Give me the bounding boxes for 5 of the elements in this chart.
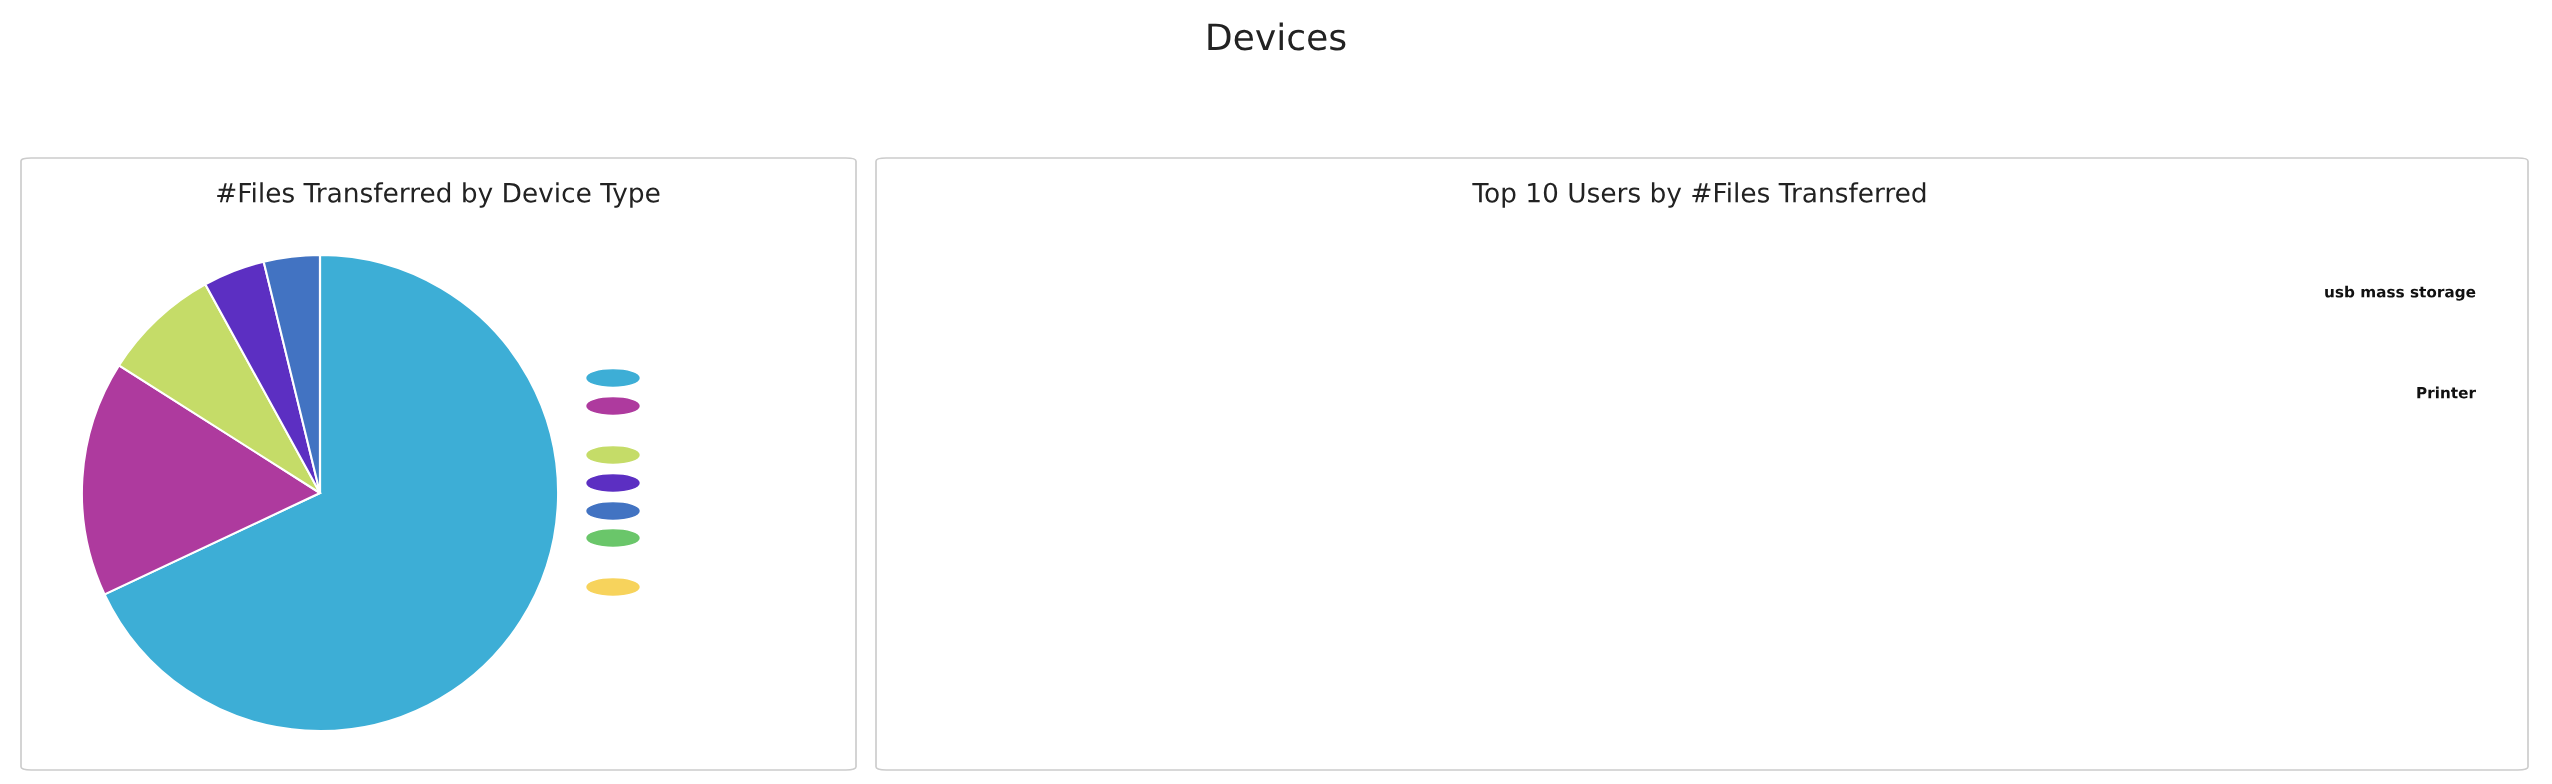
text: Devices xyxy=(1208,22,1346,51)
text: Printer xyxy=(2417,386,2476,399)
text: usb mass storage xyxy=(2325,285,2476,301)
chart-title: #Files Transferred by Device Type xyxy=(217,182,660,208)
text: Top 10 Users by #Files Transferred xyxy=(1472,182,1926,208)
